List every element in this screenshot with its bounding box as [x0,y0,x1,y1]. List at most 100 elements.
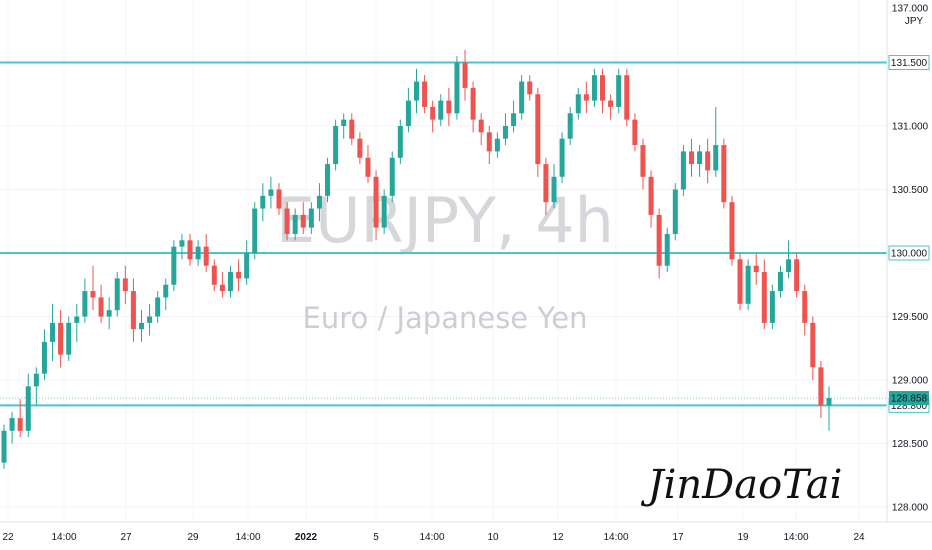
time-axis[interactable]: 22 14:00 27 29 14:00 2022 5 14:00 10 12 14:00 17 19 1… [0,521,932,543]
candle [478,113,484,146]
candle-body [826,398,832,406]
candle-body [502,126,508,139]
candle [163,278,169,311]
candle-body [777,272,783,292]
candle-body [818,367,824,406]
candle-body [567,113,573,139]
watermark-subtitle: Euro / Japanese Yen [303,301,588,335]
candle-body [138,322,145,330]
candle [802,284,808,336]
time-tick-label: 14:00 [51,532,76,543]
candle-body [680,151,686,190]
candle [567,106,573,146]
candle-body [737,259,743,304]
candle-body [705,151,711,171]
candle-body [729,202,735,260]
candle [446,87,452,126]
candle [543,157,549,215]
candle-body [171,246,177,285]
signature-watermark: JinDaoTai [641,462,843,508]
candle [155,291,161,323]
candle [608,94,614,120]
candle-body [341,119,347,126]
candle [66,316,72,361]
horizontal-levels[interactable] [0,61,887,407]
candle [405,87,411,133]
candle [316,183,322,222]
candle-body [688,151,695,165]
candle-body [624,75,630,120]
candle [721,138,727,209]
candle-body [494,138,500,152]
candle [519,75,525,120]
candle [624,68,630,126]
candle [664,227,670,273]
candle [688,138,695,177]
candle-body [583,94,589,101]
price-tick-label: 128.500 [892,439,929,450]
candle-body [786,259,792,273]
candle [680,145,686,196]
candle [511,100,517,133]
candle [300,202,306,234]
candle [486,126,492,165]
candle-body [155,297,161,317]
signature-text: JinDaoTai [641,462,843,508]
candle [9,411,15,444]
candle [268,176,274,209]
candle-body [794,259,800,292]
candle-body [753,265,759,273]
candle-body [446,100,452,114]
candle-body [17,418,23,431]
candle [470,81,476,133]
candle-body [478,119,484,133]
candle-body [122,278,128,292]
candle-body [802,291,808,323]
candle-body [397,126,403,158]
candle [705,138,711,184]
candle-body [90,291,96,298]
candle [236,259,242,292]
candle-body [98,297,104,317]
candle-body [227,272,233,292]
candle-body [252,208,258,253]
level-price-label: 131.500 [891,58,928,69]
candle [753,253,759,285]
candle-body [575,94,581,114]
candle-body [292,214,298,234]
candle [333,119,339,171]
symbol-watermark: EURJPY, 4h Euro / Japanese Yen [276,184,614,335]
candle [794,253,800,298]
candle [1,424,7,469]
candle-body [373,176,379,228]
candle [74,303,80,342]
candle [430,100,436,133]
candle [211,259,217,292]
candle-body [664,233,670,266]
candle-body [769,291,775,323]
candle [381,189,387,234]
candle [98,284,104,323]
candle [130,278,136,342]
candle [583,81,589,114]
candle-body [672,189,678,234]
candle-body [357,138,363,158]
candle [33,367,39,406]
candle [600,68,606,114]
candle-body [745,265,751,304]
time-tick-label: 10 [487,532,499,543]
candle-body [527,81,533,95]
last-price-label: 128.858 [891,394,928,405]
price-tick-label: 137.000 [892,4,929,15]
time-tick-label: 22 [2,532,14,543]
candle [761,259,767,330]
candle-body [535,94,541,165]
candle [527,75,533,101]
candle-body [697,151,703,165]
candle-body [163,284,169,298]
candle-body [114,278,120,311]
candle [656,208,662,279]
candle [729,195,735,266]
